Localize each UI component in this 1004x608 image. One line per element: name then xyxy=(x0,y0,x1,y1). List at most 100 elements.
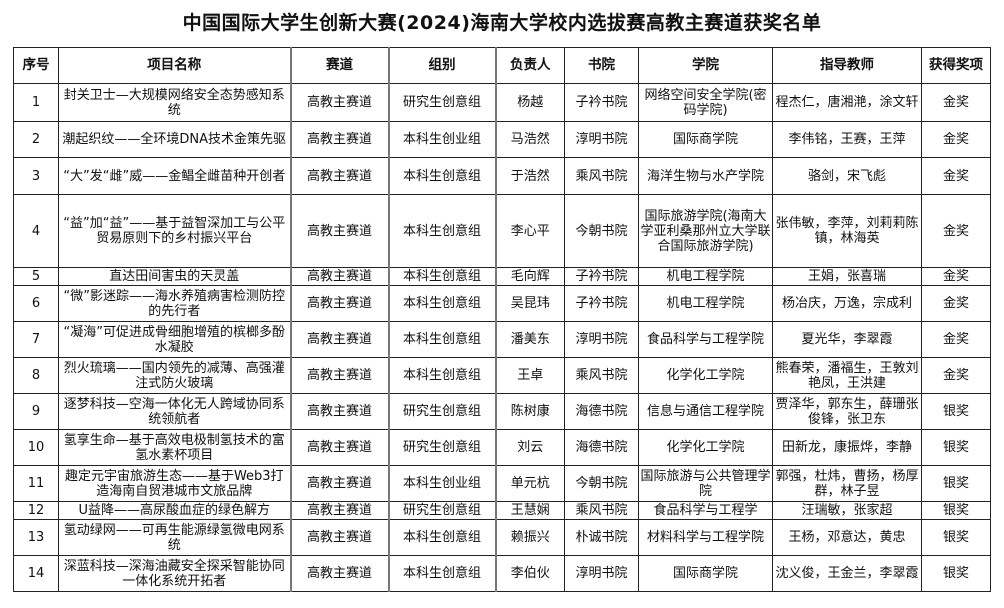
col-project-name-text: “大”发“雌”威——金鲳全雌苗种开创者 xyxy=(63,168,286,184)
col-school-cell: 海洋生物与水产学院 xyxy=(638,157,773,195)
col-project-name-cell: “凝海”可促进成骨细胞增殖的槟榔多酚水凝胶 xyxy=(58,321,291,358)
col-track-cell: 高教主赛道 xyxy=(289,121,389,158)
col-project-name-text: 潮起织纹——全环境DNA技术金策先驱 xyxy=(62,132,287,147)
col-college-cell: 乘风书院 xyxy=(564,501,639,520)
col-index-text: 3 xyxy=(31,168,41,184)
col-advisors-cell: 郭强，杜炜，曹扬，杨厚群，林子昱 xyxy=(772,465,922,502)
col-project-name-text: 烈火琉璃——国内领先的减薄、高强灌注式防火玻璃 xyxy=(63,360,285,391)
col-group-text: 本科生创业组 xyxy=(402,476,481,491)
col-project-name-text: 直达田间害虫的天灵盖 xyxy=(109,269,240,284)
col-project-name-cell: 潮起织纹——全环境DNA技术金策先驱 xyxy=(58,121,291,158)
col-leader-cell: 单元杭 xyxy=(494,465,565,502)
table-row: 1 封关卫士—大规模网络安全态势感知系统 高教主赛道 研究生创意组 杨越 子衿书院 网络空间… xyxy=(13,83,991,122)
col-leader-text: 马浩然 xyxy=(510,132,550,147)
col-group-header: 组别 xyxy=(387,47,496,84)
col-index-text: 5 xyxy=(31,269,41,284)
col-school-cell: 机电工程学院 xyxy=(638,267,773,286)
col-award-cell: 金奖 xyxy=(921,321,991,358)
col-group-cell: 本科生创业组 xyxy=(387,121,496,158)
col-leader-cell: 赖振兴 xyxy=(494,519,565,556)
col-award-cell: 银奖 xyxy=(921,429,991,466)
col-school-cell: 国际旅游与公共管理学院 xyxy=(638,465,773,502)
col-school-cell: 国际商学院 xyxy=(638,121,773,158)
col-project-name-cell: 深蓝科技—深海油藏安全探采智能协同一体化系统开拓者 xyxy=(58,555,291,592)
col-school-cell: 食品科学与工程学院 xyxy=(638,321,773,358)
col-group-cell: 本科生创意组 xyxy=(387,519,496,556)
col-project-name-cell: 封关卫士—大规模网络安全态势感知系统 xyxy=(58,83,291,122)
col-group-cell: 研究生创意组 xyxy=(387,83,496,122)
col-advisors-cell: 沈义俊，王金兰，李翠霞 xyxy=(772,555,922,592)
col-project-name-cell: 逐梦科技—空海一体化无人跨域协同系统领航者 xyxy=(58,393,291,430)
col-project-name-text: 趣定元宇宙旅游生态——基于Web3打造海南自贸港城市文旅品牌 xyxy=(64,468,284,499)
col-college-text: 乘风书院 xyxy=(575,168,628,184)
col-leader-text: 杨越 xyxy=(517,95,544,110)
col-college-cell: 今朝书院 xyxy=(564,465,639,502)
col-advisors-text: 王杨，邓意达，黄忠 xyxy=(788,530,906,545)
col-school-cell: 国际商学院 xyxy=(638,555,773,592)
col-group-cell: 本科生创意组 xyxy=(387,157,496,195)
col-award-text: 金奖 xyxy=(942,223,969,239)
col-college-cell: 海德书院 xyxy=(564,393,639,430)
col-school-text: 海洋生物与水产学院 xyxy=(646,168,764,184)
col-award-text: 银奖 xyxy=(942,530,969,545)
col-award-header: 获得奖项 xyxy=(921,47,991,84)
col-group-text: 本科生创意组 xyxy=(402,332,481,347)
col-project-name-cell: 烈火琉璃——国内领先的减薄、高强灌注式防火玻璃 xyxy=(58,357,291,394)
col-index-cell: 14 xyxy=(13,555,59,592)
col-award-cell: 金奖 xyxy=(921,121,991,158)
col-leader-cell: 李伯伙 xyxy=(494,555,565,592)
col-school-text: 国际旅游学院(海南大学亚利桑那州立大学联合国际旅游学院) xyxy=(640,208,771,254)
col-track-text: 高教主赛道 xyxy=(306,368,372,383)
col-track-header: 赛道 xyxy=(289,47,389,84)
col-track-cell: 高教主赛道 xyxy=(289,285,389,322)
col-track-cell: 高教主赛道 xyxy=(289,393,389,430)
col-college-cell: 淳明书院 xyxy=(564,121,639,158)
col-project-name-text: “凝海”可促进成骨细胞增殖的槟榔多酚水凝胶 xyxy=(63,324,285,355)
col-project-name-text: U益降——高尿酸血症的绿色解方 xyxy=(78,503,270,518)
col-track-cell: 高教主赛道 xyxy=(289,501,389,520)
col-index-cell: 12 xyxy=(13,501,59,520)
col-advisors-cell: 张伟敏，李萍，刘莉莉陈镇，林海英 xyxy=(772,194,922,268)
col-index-cell: 5 xyxy=(13,267,59,286)
col-advisors-cell: 王娟，张喜瑞 xyxy=(772,267,922,286)
col-index-text: 4 xyxy=(31,223,41,239)
col-group-cell: 本科生创意组 xyxy=(387,357,496,394)
col-group-cell: 研究生创意组 xyxy=(387,501,496,520)
col-school-text: 化学化工学院 xyxy=(666,368,745,383)
col-school-text: 化学化工学院 xyxy=(666,440,745,455)
col-school-text: 机电工程学院 xyxy=(666,269,745,284)
col-project-name-cell: 直达田间害虫的天灵盖 xyxy=(58,267,291,286)
col-index-text: 2 xyxy=(31,132,41,147)
col-college-cell: 乘风书院 xyxy=(564,157,639,195)
table-row: 9 逐梦科技—空海一体化无人跨域协同系统领航者 高教主赛道 研究生创意组 陈树康 海德书院… xyxy=(13,393,991,430)
col-group-text: 本科生创业组 xyxy=(402,132,481,147)
col-school-cell: 网络空间安全学院(密码学院) xyxy=(638,83,773,122)
col-project-name-cell: 氢动绿网——可再生能源绿氢微电网系统 xyxy=(58,519,291,556)
table-row: 2 潮起织纹——全环境DNA技术金策先驱 高教主赛道 本科生创业组 马浩然 淳明书院 国际商… xyxy=(13,121,991,158)
col-group-cell: 本科生创意组 xyxy=(387,267,496,286)
col-school-text: 国际旅游与公共管理学院 xyxy=(640,468,771,499)
col-leader-text: 王卓 xyxy=(517,368,544,383)
col-advisors-text: 郭强，杜炜，曹扬，杨厚群，林子昱 xyxy=(775,468,919,499)
col-school-text: 材料科学与工程学院 xyxy=(646,530,764,545)
col-project-name-cell: 趣定元宇宙旅游生态——基于Web3打造海南自贸港城市文旅品牌 xyxy=(58,465,291,502)
col-award-cell: 银奖 xyxy=(921,519,991,556)
col-project-name-cell: “益”加“益”——基于益智深加工与公平贸易原则下的乡村振兴平台 xyxy=(58,194,291,268)
col-track-text: 高教主赛道 xyxy=(306,566,372,581)
col-track-cell: 高教主赛道 xyxy=(289,429,389,466)
col-track-cell: 高教主赛道 xyxy=(289,321,389,358)
table-row: 4 “益”加“益”——基于益智深加工与公平贸易原则下的乡村振兴平台 高教主赛道 本科生… xyxy=(13,194,991,268)
col-track-cell: 高教主赛道 xyxy=(289,465,389,502)
col-index-cell: 7 xyxy=(13,321,59,358)
col-project-name-text: 逐梦科技—空海一体化无人跨域协同系统领航者 xyxy=(63,396,285,427)
col-advisors-cell: 程杰仁，唐湘滟，涂文轩 xyxy=(772,83,922,122)
col-index-text: 1 xyxy=(31,95,41,110)
col-college-cell: 子衿书院 xyxy=(564,285,639,322)
col-advisors-text: 夏光华，李翠霞 xyxy=(801,332,893,347)
col-college-text: 海德书院 xyxy=(575,404,628,419)
col-award-text: 银奖 xyxy=(942,503,969,518)
col-project-name-text: 深蓝科技—深海油藏安全探采智能协同一体化系统开拓者 xyxy=(63,558,285,589)
col-index-text: 6 xyxy=(31,296,41,311)
col-leader-cell: 李心平 xyxy=(494,194,565,268)
col-track-text: 高教主赛道 xyxy=(306,269,372,284)
